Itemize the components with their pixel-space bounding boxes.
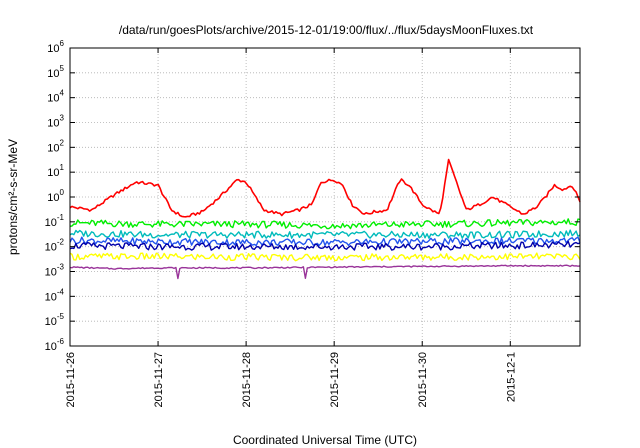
- y-tick-label: 104: [47, 89, 64, 105]
- y-tick-label: 106: [47, 39, 64, 55]
- grid-lines: [69, 47, 580, 347]
- y-tick-label: 10-4: [45, 287, 65, 303]
- data-series: [69, 158, 581, 280]
- y-tick-label: 10-3: [45, 263, 65, 279]
- x-tick-label: 2015-11-30: [417, 352, 429, 407]
- series-line: [69, 229, 581, 239]
- y-tick-label: 103: [47, 114, 64, 130]
- chart-title: /data/run/goesPlots/archive/2015-12-01/1…: [119, 23, 534, 37]
- x-tick-label: 2015-11-29: [329, 352, 341, 407]
- y-tick-label: 100: [47, 188, 64, 204]
- x-tick-label: 2015-12-1: [505, 352, 517, 402]
- y-tick-label: 102: [47, 138, 64, 154]
- x-axis-label: Coordinated Universal Time (UTC): [233, 433, 417, 447]
- plot-frame: [69, 47, 581, 347]
- series-line: [69, 218, 581, 230]
- y-tick-label: 10-6: [45, 337, 65, 353]
- axis-ticks: 10-6 10-5 10-4 10-3 10-2 10-1 100 101 102 103 104 1…: [45, 39, 580, 407]
- y-tick-label: 101: [47, 163, 64, 179]
- x-tick-label: 2015-11-28: [241, 352, 253, 407]
- y-tick-label: 10-1: [45, 213, 65, 229]
- series-line: [69, 236, 581, 247]
- x-tick-label: 2015-11-27: [153, 352, 165, 407]
- x-tick-label: 2015-11-26: [65, 352, 77, 407]
- series-line: [69, 264, 581, 280]
- y-tick-label: 10-5: [45, 312, 65, 328]
- series-line: [69, 252, 581, 262]
- y-tick-label: 10-2: [45, 238, 65, 254]
- series-line: [69, 240, 581, 251]
- y-axis-label: protons/cm²-s-sr-MeV: [6, 139, 20, 255]
- series-line: [69, 158, 581, 218]
- y-tick-label: 105: [47, 64, 64, 80]
